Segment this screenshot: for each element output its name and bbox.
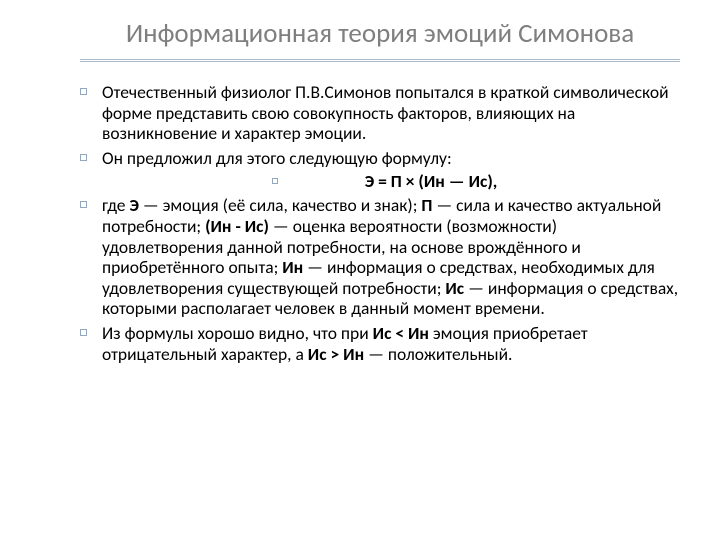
formula-sub-item: Э = П × (Ин — Ис),	[102, 171, 680, 192]
slide: Информационная теория эмоций Симонова От…	[0, 0, 720, 540]
list-item: Отечественный физиолог П.В.Симонов попыт…	[80, 82, 680, 144]
formula-text: Э = П × (Ин — Ис),	[142, 171, 680, 192]
list-item: где Э — эмоция (её сила, качество и знак…	[80, 195, 680, 319]
title-area: Информационная теория эмоций Симонова	[0, 0, 720, 49]
bullet-text: Из формулы хорошо видно, что при Ис < Ин…	[102, 322, 588, 365]
list-item: Он предложил для этого следующую формулу…	[80, 148, 680, 191]
bullet-text: Он предложил для этого следующую формулу…	[102, 147, 452, 169]
slide-title: Информационная теория эмоций Симонова	[80, 18, 680, 49]
title-divider	[80, 59, 680, 62]
bullet-text: Отечественный физиолог П.В.Симонов попыт…	[102, 81, 669, 144]
content-area: Отечественный физиолог П.В.Симонов попыт…	[0, 62, 720, 364]
list-item: Из формулы хорошо видно, что при Ис < Ин…	[80, 323, 680, 364]
bullet-list: Отечественный физиолог П.В.Симонов попыт…	[80, 82, 680, 364]
bullet-text: где Э — эмоция (её сила, качество и знак…	[102, 194, 678, 319]
